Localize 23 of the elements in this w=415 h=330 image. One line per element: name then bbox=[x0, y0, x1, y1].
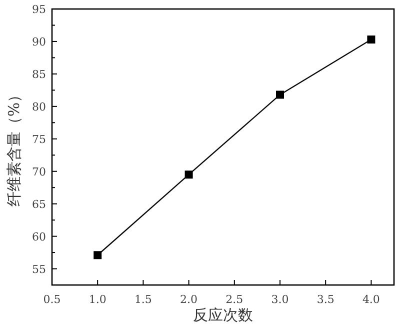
y-tick-label: 55 bbox=[32, 262, 46, 276]
x-tick-label: 3.5 bbox=[316, 293, 334, 306]
point bbox=[367, 36, 376, 44]
y-tick-label: 75 bbox=[32, 132, 46, 146]
y-tick-label: 70 bbox=[32, 165, 46, 178]
y-tick-label: 95 bbox=[32, 3, 46, 16]
point bbox=[94, 251, 102, 260]
x-tick-label: 2.0 bbox=[180, 293, 198, 306]
y-tick-label: 65 bbox=[32, 198, 46, 211]
point bbox=[184, 170, 193, 179]
point bbox=[276, 90, 284, 99]
x-tick-label: 1.0 bbox=[88, 293, 106, 306]
x-tick-label: 3.0 bbox=[271, 293, 289, 306]
x-axis-title: 反应次数 bbox=[193, 306, 253, 324]
y-axis-title: 纤维素含量（%） bbox=[5, 87, 23, 207]
y-tick-label: 60 bbox=[32, 230, 46, 244]
x-tick-label: 0.5 bbox=[43, 293, 61, 306]
x-tick-label: 1.5 bbox=[134, 293, 152, 306]
y-tick-label: 90 bbox=[32, 35, 46, 48]
x-tick-label: 2.5 bbox=[226, 293, 244, 306]
y-tick-label: 80 bbox=[32, 100, 46, 114]
y-tick-label: 85 bbox=[32, 68, 46, 81]
x-tick-label: 4.0 bbox=[362, 293, 380, 306]
